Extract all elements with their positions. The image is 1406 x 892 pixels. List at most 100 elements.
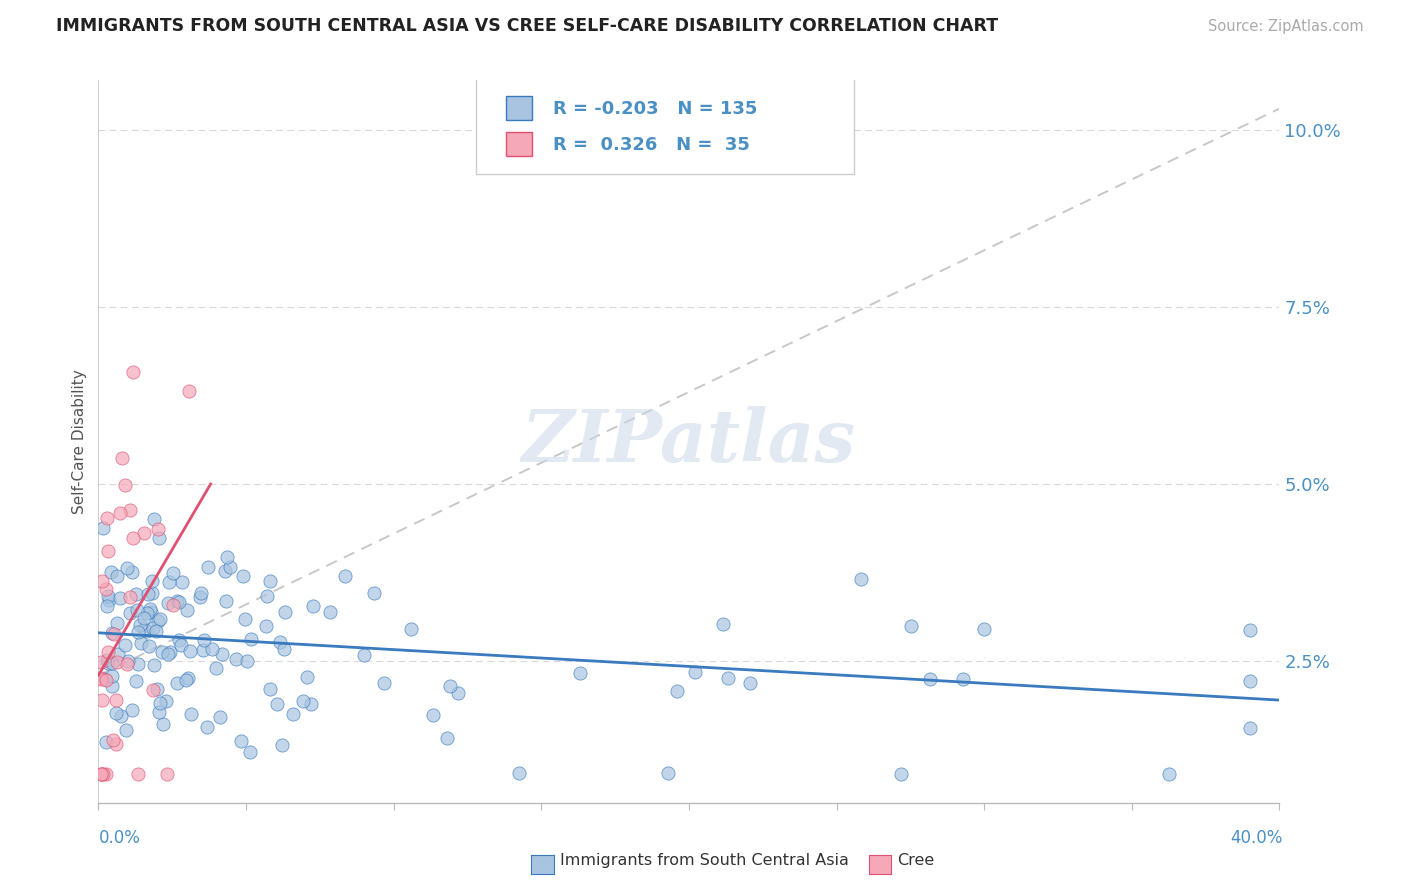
Point: [132, 525, 155, 540]
Point: [96, 582, 118, 596]
Point: [399, 622, 422, 636]
Point: [920, 672, 942, 686]
Point: [436, 731, 458, 745]
Point: [114, 639, 136, 653]
Point: [96, 657, 118, 671]
Text: Immigrants from South Central Asia: Immigrants from South Central Asia: [560, 854, 848, 868]
Point: [215, 593, 238, 607]
Point: [191, 642, 214, 657]
Point: [101, 625, 124, 640]
Point: [136, 624, 159, 638]
Point: [266, 697, 288, 711]
Point: [100, 565, 122, 579]
Point: [91, 693, 114, 707]
Point: [101, 679, 124, 693]
Point: [107, 648, 129, 662]
Point: [93, 672, 115, 686]
Text: 0.0%: 0.0%: [98, 829, 141, 847]
Point: [120, 503, 142, 517]
Point: [94, 767, 117, 781]
Point: [120, 607, 142, 621]
Point: [157, 575, 180, 590]
Point: [127, 657, 149, 672]
Text: IMMIGRANTS FROM SOUTH CENTRAL ASIA VS CREE SELF-CARE DISABILITY CORRELATION CHAR: IMMIGRANTS FROM SOUTH CENTRAL ASIA VS CR…: [56, 17, 998, 35]
Text: Cree: Cree: [897, 854, 934, 868]
Point: [145, 682, 167, 697]
Point: [90, 767, 112, 781]
Point: [952, 672, 974, 686]
Point: [738, 675, 761, 690]
Point: [973, 622, 995, 636]
Point: [149, 612, 172, 626]
Point: [447, 686, 470, 700]
Point: [439, 679, 461, 693]
Point: [319, 606, 342, 620]
Point: [110, 506, 132, 520]
Point: [105, 615, 128, 630]
Point: [170, 638, 193, 652]
Point: [105, 569, 128, 583]
Point: [121, 565, 143, 579]
Point: [115, 723, 138, 737]
Point: [259, 682, 281, 697]
Point: [124, 587, 146, 601]
Point: [291, 694, 314, 708]
Point: [900, 619, 922, 633]
Point: [176, 603, 198, 617]
Point: [101, 657, 124, 671]
Point: [683, 665, 706, 679]
Point: [1159, 767, 1181, 781]
Point: [121, 703, 143, 717]
Point: [190, 585, 212, 599]
Point: [281, 707, 304, 722]
Point: [152, 716, 174, 731]
Point: [105, 737, 128, 751]
Point: [94, 734, 117, 748]
Point: [177, 671, 200, 685]
Point: [269, 635, 291, 649]
Point: [302, 599, 325, 614]
Point: [162, 566, 184, 580]
Point: [141, 574, 163, 588]
Point: [141, 586, 163, 600]
Point: [180, 706, 202, 721]
Point: [233, 612, 256, 626]
Point: [90, 655, 112, 669]
Point: [235, 654, 257, 668]
Point: [274, 605, 297, 619]
Point: [665, 684, 688, 698]
Point: [204, 661, 226, 675]
Point: [150, 645, 173, 659]
Point: [373, 675, 395, 690]
Y-axis label: Self-Care Disability: Self-Care Disability: [72, 369, 87, 514]
Point: [104, 693, 127, 707]
Point: [96, 511, 118, 525]
Point: [166, 676, 188, 690]
Point: [508, 766, 530, 780]
Point: [422, 708, 444, 723]
Point: [117, 561, 139, 575]
Point: [103, 626, 125, 640]
Point: [225, 651, 247, 665]
Point: [96, 599, 118, 614]
Point: [139, 601, 162, 615]
Point: [110, 450, 132, 465]
FancyBboxPatch shape: [477, 77, 855, 174]
Point: [110, 708, 132, 723]
Point: [142, 621, 165, 635]
Point: [353, 648, 375, 663]
Point: [197, 720, 219, 734]
Point: [849, 572, 872, 586]
Bar: [506, 96, 531, 120]
Point: [239, 745, 262, 759]
Point: [259, 574, 281, 589]
Point: [568, 665, 591, 680]
Point: [125, 603, 148, 617]
Point: [96, 673, 118, 688]
Point: [156, 647, 179, 661]
Text: 40.0%: 40.0%: [1230, 829, 1282, 847]
Point: [127, 624, 149, 639]
Point: [90, 671, 112, 685]
Point: [127, 767, 149, 781]
Point: [97, 589, 120, 603]
